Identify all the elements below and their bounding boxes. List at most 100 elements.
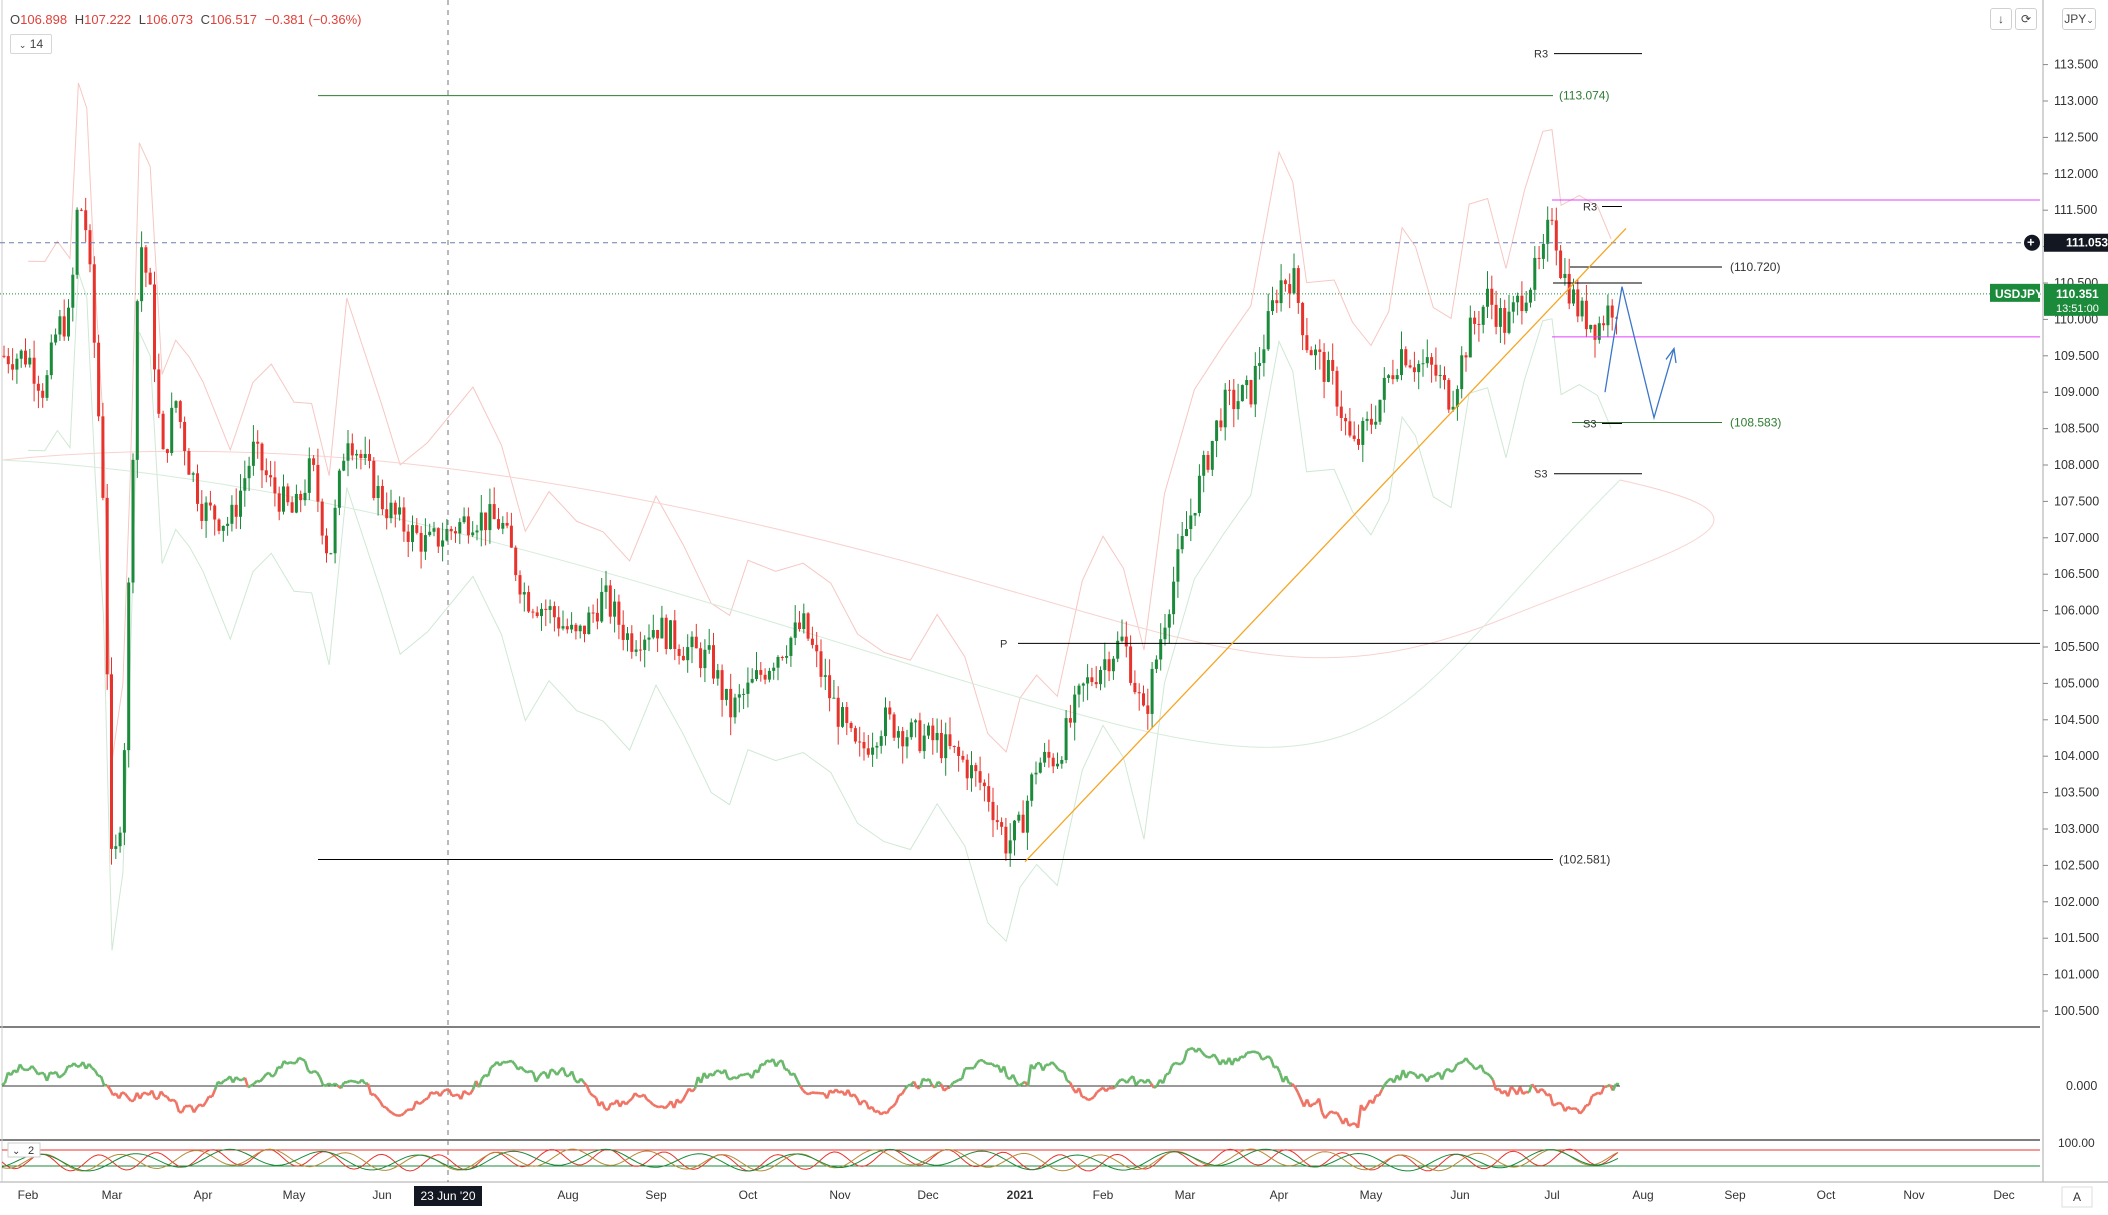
candle-body xyxy=(372,461,375,498)
osc-segment xyxy=(302,1059,305,1061)
osc-segment xyxy=(1205,1056,1208,1058)
candle-body xyxy=(1370,419,1373,425)
candle-body xyxy=(381,486,384,509)
download-button[interactable]: ↓ xyxy=(1990,8,2012,30)
candle-body xyxy=(1430,357,1433,365)
candle-body xyxy=(304,493,307,500)
candle-body xyxy=(1340,407,1343,418)
osc-segment xyxy=(425,1098,428,1099)
candle-body xyxy=(888,707,891,714)
osc-segment xyxy=(863,1101,866,1102)
candle-body xyxy=(127,583,130,751)
level-label-108583: (108.583) xyxy=(1730,416,1781,430)
currency-button[interactable]: JPY⌄ xyxy=(2062,8,2096,30)
candle-body xyxy=(1108,659,1111,671)
price-tick-label: 100.500 xyxy=(2054,1004,2099,1018)
osc-segment xyxy=(656,1106,659,1107)
stoch-top-label: 100.00 xyxy=(2058,1136,2095,1150)
candle-body xyxy=(617,602,620,625)
candle-body xyxy=(282,486,285,511)
candle-body xyxy=(850,723,853,728)
candle-body xyxy=(1490,289,1493,305)
candle-body xyxy=(1482,307,1485,325)
reset-button[interactable]: ⟳ xyxy=(2015,8,2037,30)
candle-body xyxy=(205,503,208,521)
candle-body xyxy=(742,694,745,695)
candle-body xyxy=(1495,305,1498,327)
osc-segment xyxy=(1175,1063,1178,1064)
time-axis-label: Sep xyxy=(645,1188,667,1202)
candle-body xyxy=(514,548,517,575)
refresh-icon: ⟳ xyxy=(2021,12,2031,26)
candle-body xyxy=(37,384,40,391)
candle-body xyxy=(239,491,242,517)
candle-body xyxy=(1086,677,1089,683)
candle-body xyxy=(1374,422,1377,425)
candle-body xyxy=(1125,637,1128,647)
high-value: 107.222 xyxy=(84,12,131,27)
candle-body xyxy=(359,454,362,458)
candle-body xyxy=(1520,296,1523,311)
candle-body xyxy=(295,494,298,513)
candle-body xyxy=(471,532,474,535)
candle-body xyxy=(1232,390,1235,409)
candle-body xyxy=(781,657,784,658)
candle-body xyxy=(265,470,268,475)
price-tick-label: 103.000 xyxy=(2054,822,2099,836)
candle-body xyxy=(235,505,238,517)
candle-body xyxy=(531,612,534,613)
candle-body xyxy=(1400,349,1403,375)
candle-body xyxy=(721,670,724,700)
candle-body xyxy=(299,494,302,500)
candle-body xyxy=(837,698,840,727)
indicator-period-box[interactable]: ⌄ 14 xyxy=(10,34,52,54)
candle-body xyxy=(751,679,754,683)
osc-segment xyxy=(290,1062,293,1063)
candle-body xyxy=(1267,311,1270,349)
candle-body xyxy=(1447,380,1450,410)
osc-segment xyxy=(38,1073,41,1074)
candle-body xyxy=(450,529,453,531)
candle-body xyxy=(1129,646,1132,682)
time-axis-label: Jul xyxy=(1544,1188,1559,1202)
candle-body xyxy=(519,575,522,594)
candle-body xyxy=(213,506,216,520)
time-axis-label: Mar xyxy=(102,1188,123,1202)
candle-body xyxy=(110,674,113,849)
candle-body xyxy=(686,647,689,660)
candle-body xyxy=(510,526,513,548)
candle-body xyxy=(940,733,943,758)
candle-body xyxy=(906,737,909,746)
candle-body xyxy=(41,391,44,398)
candle-body xyxy=(407,532,410,542)
candle-body xyxy=(596,613,599,622)
candle-body xyxy=(329,553,332,554)
osc-segment xyxy=(1313,1103,1316,1104)
candle-body xyxy=(1379,400,1382,422)
time-axis-label: Dec xyxy=(917,1188,938,1202)
osc-segment xyxy=(164,1096,167,1097)
candle-body xyxy=(1082,684,1085,686)
osc-segment xyxy=(1511,1087,1514,1089)
osc-segment xyxy=(503,1062,506,1063)
osc-segment xyxy=(383,1107,386,1108)
candle-body xyxy=(1538,258,1541,259)
candle-body xyxy=(966,760,969,779)
candle-body xyxy=(1525,303,1528,311)
time-axis-label: Oct xyxy=(739,1188,758,1202)
candle-body xyxy=(841,707,844,727)
candle-body xyxy=(1503,308,1506,333)
candle-body xyxy=(1090,677,1093,682)
time-axis-label: May xyxy=(1360,1188,1383,1202)
candle-body xyxy=(931,726,934,741)
candle-body xyxy=(738,694,741,697)
candle-body xyxy=(1022,815,1025,833)
candle-body xyxy=(901,731,904,746)
candle-body xyxy=(1142,693,1145,705)
candle-body xyxy=(1095,682,1098,684)
candle-body xyxy=(699,648,702,668)
osc-segment xyxy=(1571,1108,1574,1109)
